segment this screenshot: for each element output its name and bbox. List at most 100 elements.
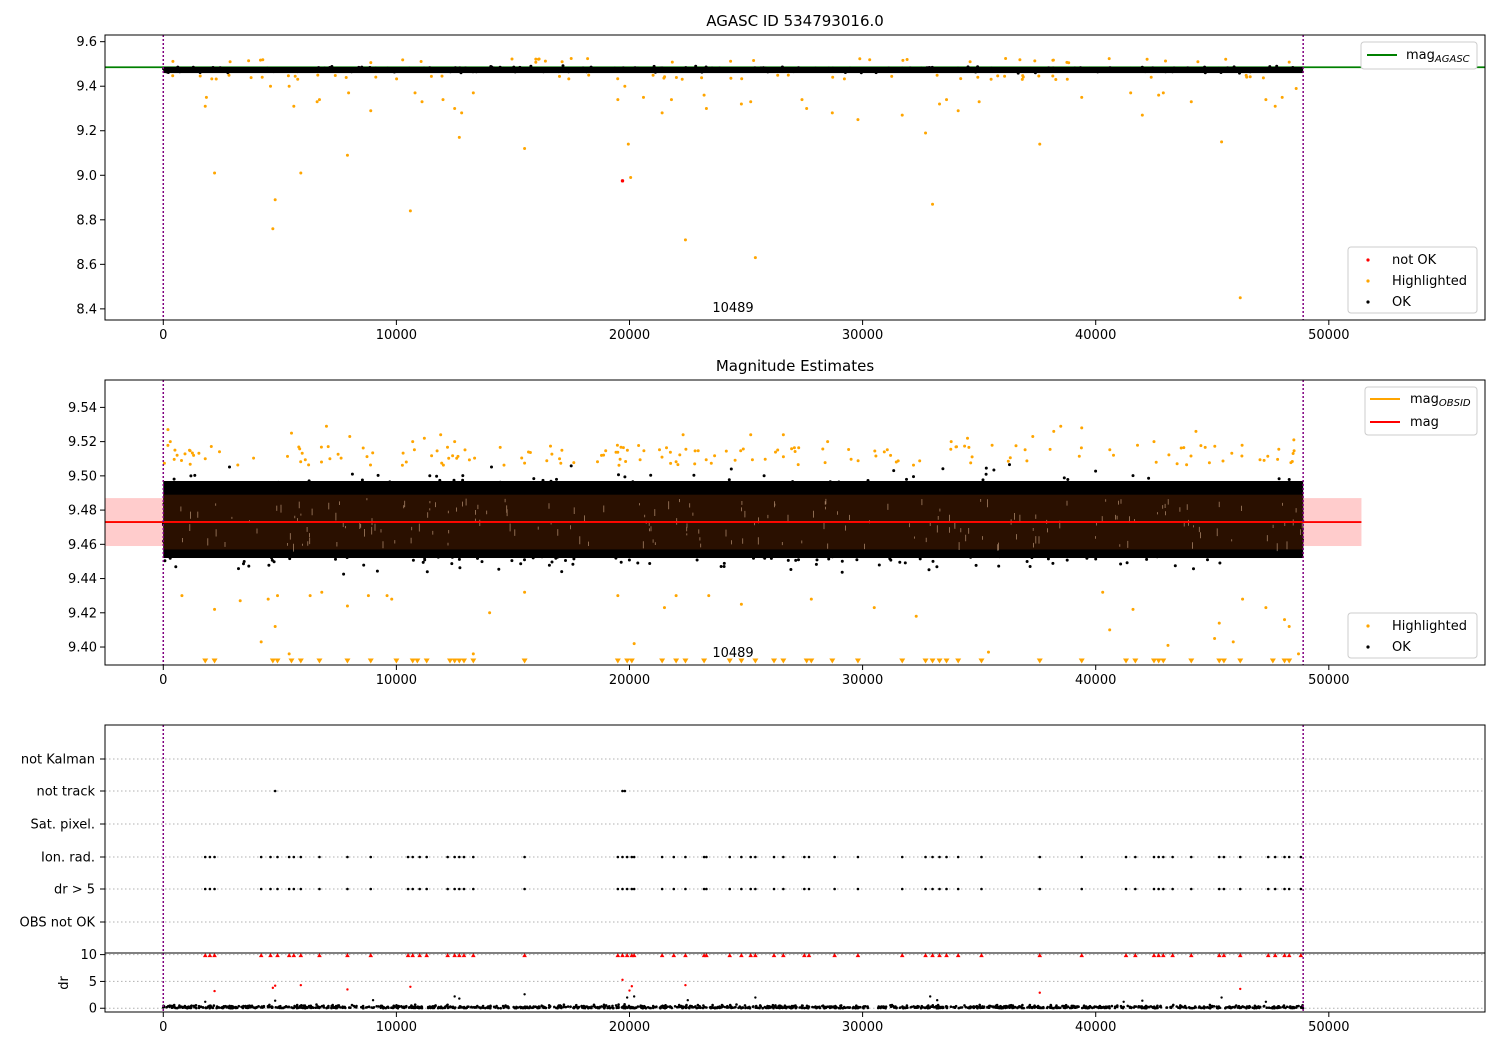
dr-clipped-high-marker xyxy=(1188,953,1194,958)
dr-clipped-high-marker xyxy=(1282,953,1287,958)
dr-clipped-high-marker xyxy=(832,953,837,958)
clipped-low-marker xyxy=(1269,658,1276,664)
highlighted-point xyxy=(739,602,743,606)
flag-point xyxy=(1273,887,1277,891)
flag-point xyxy=(1171,855,1174,859)
highlighted-point xyxy=(1194,429,1198,433)
highlighted-point xyxy=(1161,91,1165,95)
dr-clipped-high-marker xyxy=(1272,953,1278,958)
highlighted-point xyxy=(1166,643,1170,647)
dr-red-point xyxy=(409,985,412,988)
clipped-low-marker xyxy=(808,658,815,664)
flag-point xyxy=(1162,887,1165,891)
clipped-low-marker xyxy=(521,658,528,664)
flag-point xyxy=(772,855,776,859)
dr-clipped-high-marker xyxy=(286,953,292,958)
flag-point xyxy=(938,855,941,859)
flag-point xyxy=(660,855,664,859)
highlighted-point xyxy=(289,431,293,435)
dr-red-point xyxy=(628,989,631,992)
flag-point xyxy=(1266,855,1270,859)
flag-point xyxy=(292,855,296,859)
highlighted-point xyxy=(1031,434,1035,438)
flag-point xyxy=(1134,855,1137,859)
not-ok-point xyxy=(620,179,625,183)
flag-point xyxy=(462,887,466,891)
highlighted-point xyxy=(805,106,809,110)
flag-point xyxy=(931,855,934,859)
highlighted-point xyxy=(287,84,291,88)
highlighted-point xyxy=(453,440,457,444)
highlighted-point xyxy=(1129,91,1133,95)
dr-clipped-high-marker xyxy=(979,953,984,958)
flag-point xyxy=(938,887,941,891)
flag-point xyxy=(1162,855,1165,859)
clipped-low-marker xyxy=(447,658,453,664)
flag-point xyxy=(458,855,461,859)
highlighted-point xyxy=(753,256,757,260)
flag-point xyxy=(702,887,706,891)
clipped-low-marker xyxy=(943,658,950,664)
dr-clipped-high-marker xyxy=(1216,953,1222,958)
highlighted-point xyxy=(1238,296,1242,300)
flag-point xyxy=(1222,855,1226,859)
highlighted-point xyxy=(422,436,426,440)
dr-clipped-high-marker xyxy=(212,953,217,958)
clipped-low-marker xyxy=(274,658,281,664)
dr-point xyxy=(935,999,939,1002)
flag-point xyxy=(672,887,676,891)
p1-xtick-label: 0 xyxy=(159,328,167,343)
highlighted-point xyxy=(523,147,527,151)
flag-label: Sat. pixel. xyxy=(31,818,95,833)
dr-clipped-high-marker xyxy=(317,953,322,958)
flag-label: dr > 5 xyxy=(54,883,95,898)
clipped-low-marker xyxy=(202,658,209,664)
highlighted-point xyxy=(1157,93,1161,97)
p4-xtick-label: 0 xyxy=(159,1020,167,1035)
panel2-line-legend: magOBSID mag xyxy=(1364,386,1478,436)
flag-point xyxy=(1124,855,1128,859)
dr-clipped-high-marker xyxy=(1133,953,1138,958)
clipped-low-marker xyxy=(726,658,733,664)
flag-point xyxy=(287,887,291,891)
flag-label: not track xyxy=(36,785,95,800)
highlighted-point xyxy=(1038,142,1042,146)
flag-point xyxy=(406,887,410,891)
highlighted-point xyxy=(213,607,217,611)
highlighted-point xyxy=(966,436,969,440)
flag-point xyxy=(684,855,687,859)
highlighted-point xyxy=(900,113,904,117)
dr-clipped-high-marker xyxy=(445,953,450,958)
clipped-low-marker xyxy=(470,658,477,664)
flag-point xyxy=(213,887,216,891)
clipped-low-marker xyxy=(628,658,635,664)
highlighted-point xyxy=(345,604,349,608)
flag-point xyxy=(299,855,303,859)
p2-ytick-label: 9.46 xyxy=(68,538,97,553)
p2-ytick-label: 9.54 xyxy=(68,401,97,416)
flag-point xyxy=(1238,855,1242,859)
dr-clipped-high-marker xyxy=(704,953,709,958)
flag-point xyxy=(1157,855,1160,859)
highlighted-point xyxy=(320,590,324,594)
highlighted-point xyxy=(347,91,351,95)
p1-ytick-label: 9.2 xyxy=(76,124,97,139)
highlighted-point xyxy=(308,594,312,598)
flag-point xyxy=(425,887,428,891)
dr-clipped-high-marker xyxy=(771,953,777,958)
clipped-low-marker xyxy=(1123,658,1130,664)
flag-point xyxy=(621,855,624,859)
highlighted-point xyxy=(1140,113,1144,117)
flag-point xyxy=(630,855,634,859)
p1-ytick-label: 8.8 xyxy=(76,213,97,228)
clipped-low-marker xyxy=(414,658,421,664)
dr-clipped-high-marker xyxy=(258,953,264,958)
flag-point xyxy=(472,887,475,891)
clipped-low-marker xyxy=(344,658,351,664)
flag-point xyxy=(1152,855,1156,859)
flag-point xyxy=(369,855,373,859)
p4-xtick-label: 50000 xyxy=(1308,1020,1349,1035)
highlighted-point xyxy=(1189,100,1193,104)
highlighted-near-band xyxy=(171,57,1291,81)
dr-red-point xyxy=(630,985,634,988)
